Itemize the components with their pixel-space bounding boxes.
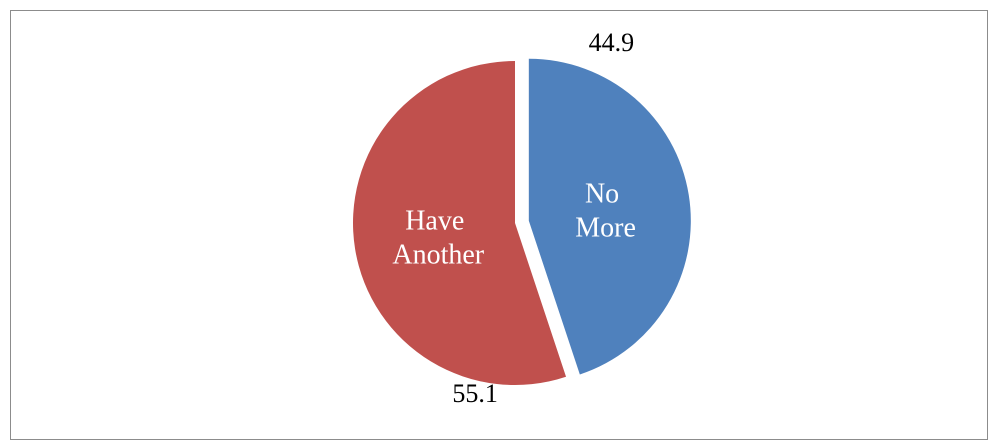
data-label-no-more: 44.9 [589,28,635,57]
slice-label-have-another: Have Another [392,205,484,270]
pie-chart: No More Have Another 44.9 55.1 [352,28,691,408]
pie-slice-have-another [352,61,567,386]
slice-label-no-more: No More [575,178,636,243]
slice-label-no-more-line-2: More [575,212,636,243]
slice-label-have-another-line-1: Have [405,205,464,236]
data-label-have-another: 55.1 [452,379,498,408]
slice-label-no-more-line-1: No [585,178,619,209]
pie-slice-no-more [528,58,691,375]
slice-label-have-another-line-2: Another [392,239,484,270]
